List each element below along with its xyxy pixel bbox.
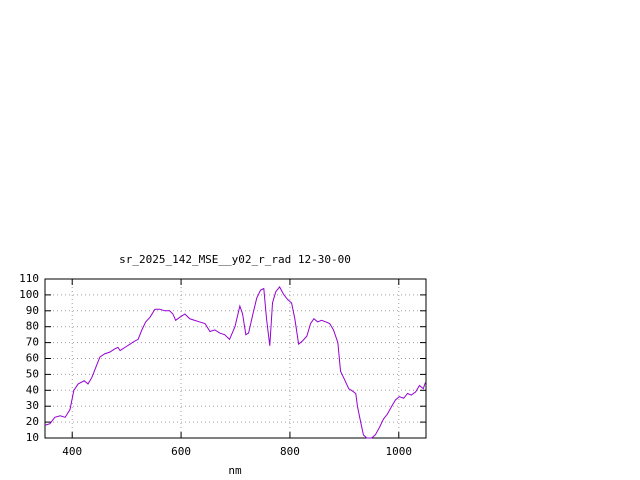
x-tick-label: 1000	[386, 445, 413, 458]
y-tick-label: 30	[26, 399, 39, 412]
x-tick-label: 400	[62, 445, 82, 458]
y-tick-label: 40	[26, 383, 39, 396]
y-tick-label: 10	[26, 431, 39, 444]
data-line	[44, 286, 426, 439]
y-tick-label: 90	[26, 304, 39, 317]
y-tick-label: 50	[26, 367, 39, 380]
x-tick-label: 600	[171, 445, 191, 458]
y-tick-label: 80	[26, 320, 39, 333]
x-tick-label: 800	[280, 445, 300, 458]
y-tick-label: 20	[26, 415, 39, 428]
x-axis-label: nm	[228, 464, 242, 477]
y-tick-label: 60	[26, 352, 39, 365]
chart-title: sr_2025_142_MSE__y02_r_rad 12-30-00	[119, 253, 351, 266]
y-tick-label: 110	[19, 272, 39, 285]
plot-frame	[44, 278, 427, 439]
y-tick-label: 70	[26, 336, 39, 349]
y-tick-label: 100	[19, 288, 39, 301]
